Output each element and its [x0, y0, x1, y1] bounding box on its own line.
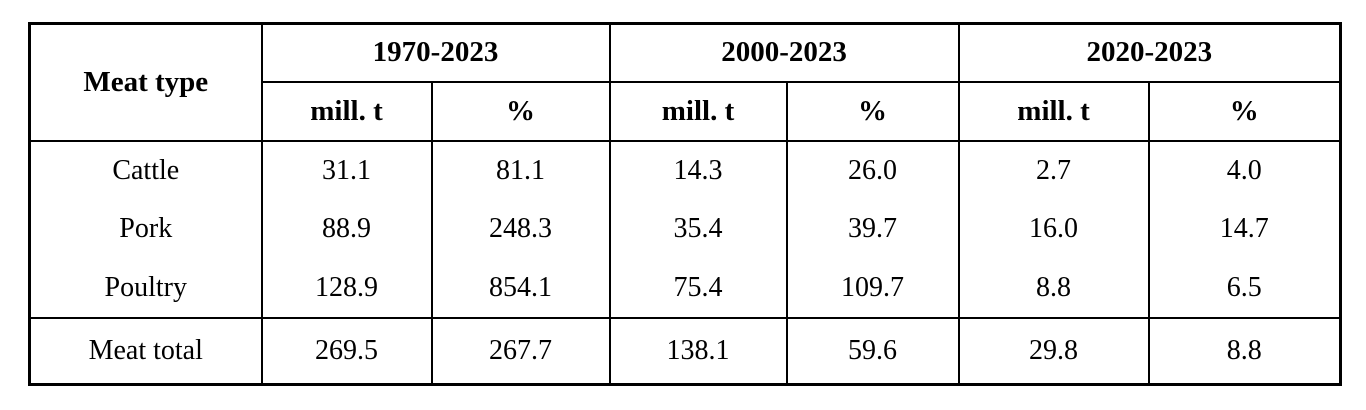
data-cell: 854.1 — [430, 258, 611, 318]
data-cell: 248.3 — [430, 199, 611, 259]
unit-header-pct-1970: % — [430, 80, 611, 142]
data-cell: 39.7 — [785, 199, 960, 259]
row-label: Poultry — [28, 258, 263, 318]
row-label: Cattle — [28, 140, 263, 200]
period-header-row: Meat type 1970-2023 2000-2023 2020-2023 — [28, 22, 1342, 142]
data-cell: 6.5 — [1147, 258, 1342, 318]
unit-header-pct-2020: % — [1147, 80, 1342, 142]
data-cell: 16.0 — [957, 199, 1150, 259]
data-cell: 88.9 — [260, 199, 433, 259]
table-body: Cattle 31.1 81.1 14.3 26.0 2.7 4.0 Pork … — [28, 140, 1342, 318]
period-header-1970-2023: 1970-2023 — [260, 22, 611, 83]
total-cell: 59.6 — [785, 316, 960, 385]
period-header-2000-2023: 2000-2023 — [608, 22, 960, 83]
data-cell: 81.1 — [430, 140, 611, 200]
data-cell: 14.3 — [608, 140, 788, 200]
data-cell: 14.7 — [1147, 199, 1342, 259]
total-row-label: Meat total — [28, 316, 263, 385]
unit-header-millt-2020: mill. t — [957, 80, 1150, 142]
unit-header-pct-2000: % — [785, 80, 960, 142]
row-label: Pork — [28, 199, 263, 259]
total-cell: 8.8 — [1147, 316, 1342, 385]
data-cell: 31.1 — [260, 140, 433, 200]
data-cell: 35.4 — [608, 199, 788, 259]
table-row-cattle: Cattle 31.1 81.1 14.3 26.0 2.7 4.0 — [28, 140, 1342, 200]
meat-production-change-table: Meat type 1970-2023 2000-2023 2020-2023 … — [28, 22, 1343, 386]
data-cell: 128.9 — [260, 258, 433, 318]
data-cell: 4.0 — [1147, 140, 1342, 200]
total-cell: 138.1 — [608, 316, 788, 385]
data-cell: 75.4 — [608, 258, 788, 318]
data-cell: 109.7 — [785, 258, 960, 318]
table-row-pork: Pork 88.9 248.3 35.4 39.7 16.0 14.7 — [28, 199, 1342, 259]
total-cell: 29.8 — [957, 316, 1150, 385]
table-header: Meat type 1970-2023 2000-2023 2020-2023 … — [28, 22, 1342, 142]
total-cell: 267.7 — [430, 316, 611, 385]
period-header-2020-2023: 2020-2023 — [957, 22, 1342, 83]
data-cell: 8.8 — [957, 258, 1150, 318]
data-cell: 26.0 — [785, 140, 960, 200]
data-cell: 2.7 — [957, 140, 1150, 200]
total-cell: 269.5 — [260, 316, 433, 385]
unit-header-row: mill. t % mill. t % mill. t % — [30, 80, 1342, 142]
unit-header-millt-2000: mill. t — [608, 80, 788, 142]
table-footer: Meat total 269.5 267.7 138.1 59.6 29.8 8… — [28, 316, 1342, 385]
unit-header-millt-1970: mill. t — [260, 80, 433, 142]
meat-type-header: Meat type — [28, 22, 263, 142]
table-row-meat-total: Meat total 269.5 267.7 138.1 59.6 29.8 8… — [28, 316, 1342, 385]
table-row-poultry: Poultry 128.9 854.1 75.4 109.7 8.8 6.5 — [28, 258, 1342, 318]
